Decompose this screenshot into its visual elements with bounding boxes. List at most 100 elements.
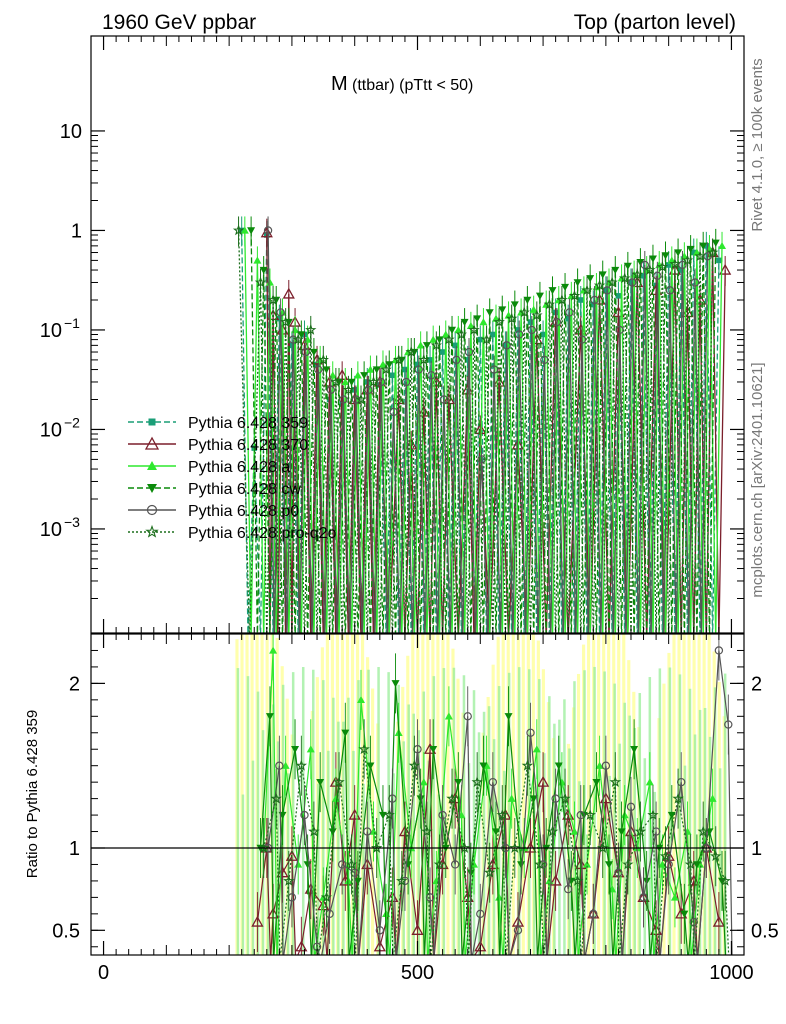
data-point — [427, 357, 433, 363]
ratio-band-green — [472, 690, 476, 955]
data-point — [356, 695, 365, 704]
ratio-band-green — [718, 768, 722, 955]
data-point — [411, 923, 424, 935]
ratio-band-yellow — [587, 634, 591, 955]
y-tick-label: 10 — [40, 419, 62, 441]
data-point — [463, 712, 472, 721]
ratio-series-4 — [257, 719, 731, 955]
data-point — [630, 746, 639, 754]
ratio-band-green — [261, 730, 265, 955]
data-point — [247, 227, 256, 235]
data-point — [592, 778, 601, 787]
ratio-band-green — [558, 719, 561, 955]
data-point — [509, 841, 521, 853]
data-point — [674, 249, 683, 257]
ratio-band-green — [538, 679, 541, 955]
data-point — [306, 745, 315, 753]
data-point — [716, 257, 722, 264]
data-point — [464, 347, 474, 357]
data-point — [263, 226, 273, 235]
ratio-band-green — [568, 748, 571, 955]
ratio-band-green — [271, 704, 275, 955]
data-point — [687, 874, 700, 886]
data-point — [518, 306, 530, 318]
data-point — [577, 297, 584, 303]
ratio-band-green — [653, 791, 657, 955]
data-point — [678, 260, 687, 270]
data-point — [581, 284, 593, 296]
data-point — [433, 858, 446, 870]
data-point — [370, 841, 383, 853]
data-point — [422, 342, 431, 350]
data-point — [279, 316, 292, 327]
data-point — [291, 746, 300, 754]
data-point — [367, 375, 380, 387]
ratio-band-green — [487, 706, 491, 955]
data-point — [383, 809, 395, 820]
data-point — [480, 333, 493, 345]
data-point — [498, 306, 507, 314]
ratio-band-green — [377, 667, 380, 955]
data-point — [667, 811, 676, 820]
ratio-band-green — [286, 773, 290, 955]
data-point — [259, 266, 268, 275]
data-point — [557, 778, 566, 786]
data-point — [617, 828, 626, 836]
data-point — [536, 775, 550, 787]
data-point — [678, 267, 685, 273]
data-point — [358, 743, 370, 755]
data-point — [369, 827, 378, 835]
data-point — [623, 262, 632, 270]
ratio-band-green — [337, 721, 340, 955]
legend-label: Pythia 6.428 359 — [188, 415, 308, 432]
legend-item: Pythia 6.428 p0 — [128, 503, 299, 520]
series-4 — [263, 216, 712, 633]
ratio-band-green — [683, 765, 687, 955]
legend-label: Pythia 6.428 pro-q2o — [188, 525, 337, 542]
ratio-band-green — [291, 672, 295, 955]
data-point — [300, 810, 309, 820]
data-point — [570, 827, 579, 835]
data-point — [669, 257, 681, 269]
data-point — [515, 330, 524, 339]
data-point — [341, 729, 350, 737]
data-point — [455, 328, 468, 340]
data-point — [677, 777, 686, 787]
data-point — [427, 371, 436, 380]
x-tick-label: 0 — [98, 962, 109, 984]
data-point — [320, 891, 333, 903]
data-point — [458, 841, 471, 853]
data-point — [240, 226, 249, 234]
data-point — [339, 395, 348, 404]
data-point — [488, 777, 498, 787]
data-point — [419, 778, 428, 786]
ratio-band-green — [533, 786, 536, 955]
data-point — [452, 355, 461, 365]
data-point — [521, 759, 534, 771]
data-point — [724, 720, 733, 729]
data-point — [606, 276, 618, 288]
ratio-band-green — [417, 730, 421, 955]
data-point — [690, 278, 700, 287]
data-point — [378, 811, 387, 820]
y-tick-label: 1 — [71, 220, 82, 242]
data-point — [661, 252, 670, 260]
ratio-y-label: Ratio to Pythia 6.428 359 — [24, 710, 41, 878]
data-point — [489, 365, 499, 374]
data-point — [253, 256, 262, 264]
data-point — [443, 333, 455, 345]
data-point — [496, 809, 508, 820]
ratio-y-tick-label-right: 2 — [751, 673, 762, 695]
data-point — [401, 377, 411, 387]
data-point — [708, 794, 717, 802]
x-tick-label: 1000 — [709, 962, 754, 984]
data-point — [275, 761, 284, 770]
data-point — [282, 287, 295, 299]
data-point — [697, 825, 709, 837]
data-point — [285, 849, 299, 861]
data-point — [681, 254, 694, 266]
data-point — [388, 794, 397, 803]
data-point — [653, 271, 662, 281]
data-point — [292, 333, 304, 345]
legend-item: Pythia 6.428 pro-q2o — [128, 524, 337, 542]
